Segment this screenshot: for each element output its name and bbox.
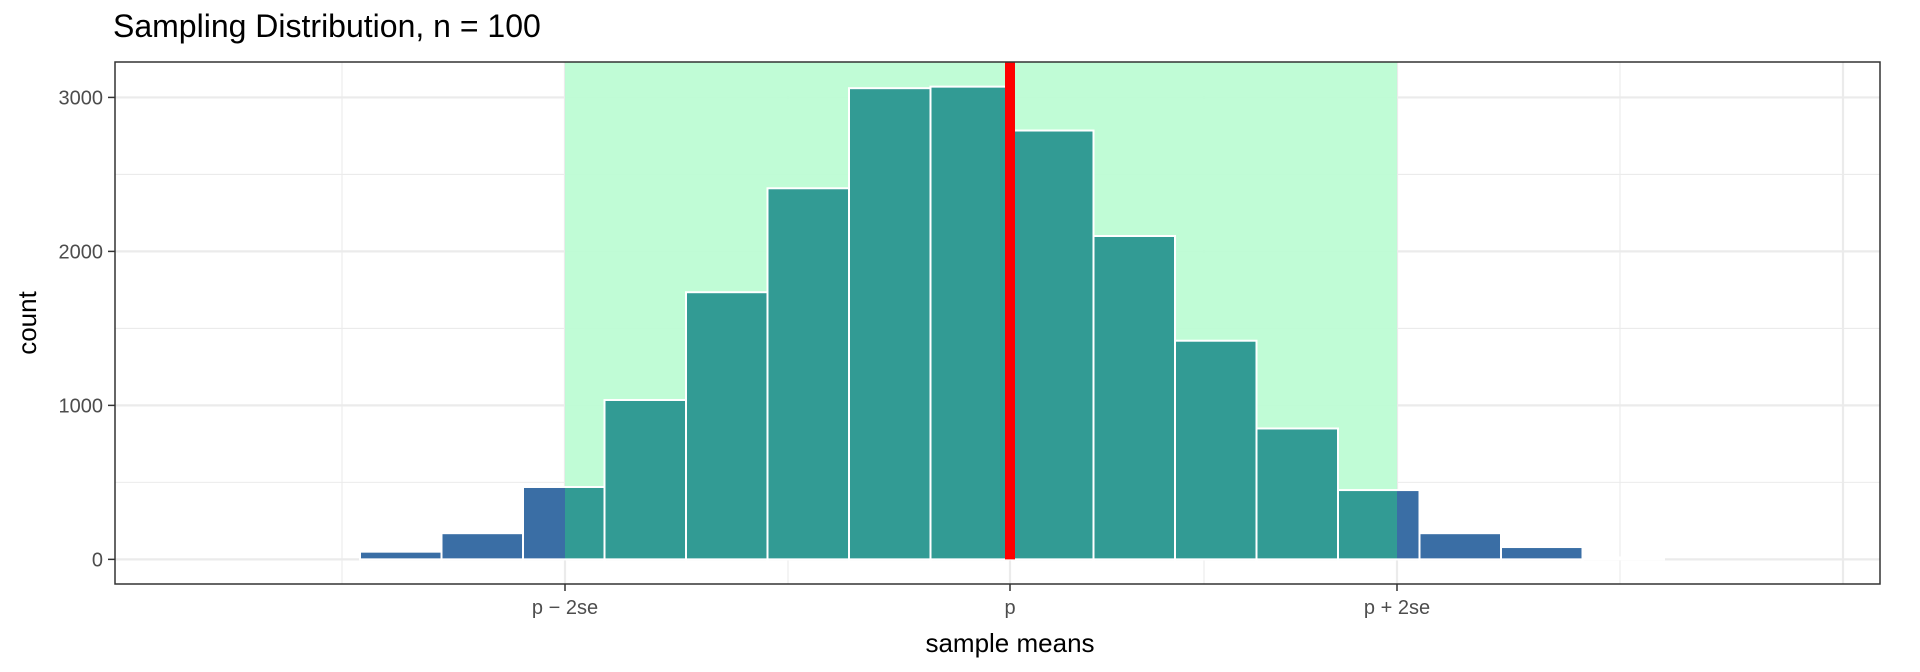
- y-tick-label: 1000: [59, 395, 104, 417]
- histogram-bar-outline: [1337, 489, 1421, 561]
- y-tick-label: 3000: [59, 87, 104, 109]
- histogram-bar: [685, 291, 769, 561]
- x-tick-label: p − 2se: [532, 597, 598, 619]
- histogram-bar: [440, 532, 524, 561]
- histogram-bar: [1174, 339, 1258, 561]
- panel-border: [114, 61, 1881, 585]
- histogram-bar: [929, 85, 1013, 561]
- histogram-bar: [565, 486, 605, 560]
- histogram-bar: [1397, 490, 1420, 560]
- histogram-bar: [1581, 556, 1665, 561]
- histogram-bar: [523, 486, 565, 560]
- y-axis: 0 1000 2000 3000: [59, 87, 115, 571]
- y-axis-title: count: [12, 290, 42, 354]
- histogram-bar: [848, 87, 932, 561]
- histogram-bar: [603, 398, 687, 561]
- histogram-bar: [1338, 490, 1397, 560]
- x-tick-label: p: [1004, 597, 1015, 619]
- histogram-bar: [1092, 235, 1176, 561]
- y-tick-label: 0: [92, 549, 103, 571]
- histogram-bar: [359, 550, 443, 561]
- reference-line: [1005, 62, 1015, 560]
- histogram-bar: [1500, 546, 1584, 561]
- reference-line-layer: [1005, 62, 1015, 560]
- histogram-bar: [1255, 427, 1339, 561]
- x-axis-title: sample means: [925, 628, 1094, 658]
- histogram-bar: [1418, 532, 1502, 561]
- x-axis: p − 2se p p + 2se: [532, 584, 1430, 619]
- chart-title: Sampling Distribution, n = 100: [113, 8, 541, 44]
- histogram-bar: [766, 187, 850, 561]
- y-tick-label: 2000: [59, 241, 104, 263]
- histogram-bar: [1011, 129, 1095, 561]
- x-tick-label: p + 2se: [1364, 597, 1430, 619]
- bars: [359, 85, 1665, 561]
